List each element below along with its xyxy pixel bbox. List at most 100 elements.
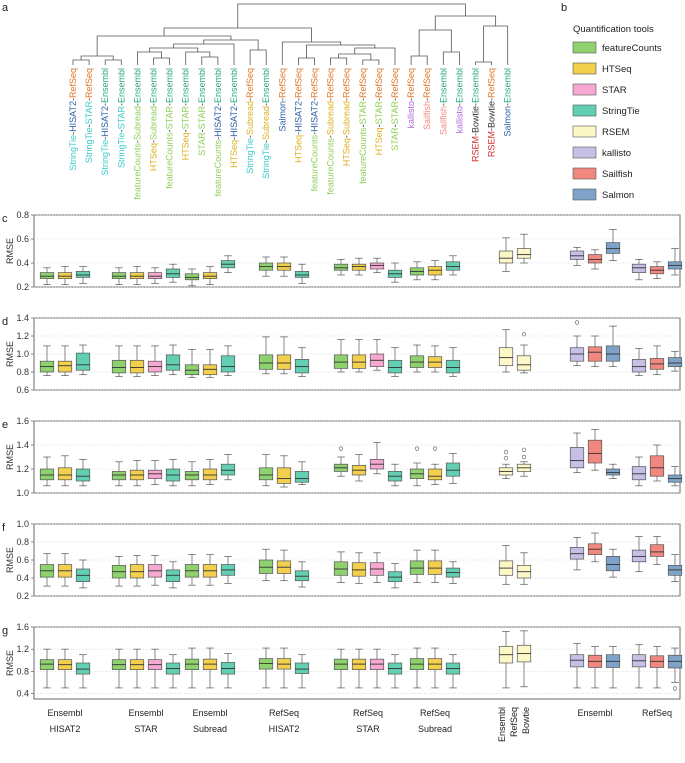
leaf-label-part: Salmon bbox=[503, 106, 513, 137]
dendrogram bbox=[72, 3, 509, 65]
x-group-label-vertical: Ensembl bbox=[497, 707, 507, 742]
box-htseq bbox=[276, 467, 292, 484]
box-stringtie bbox=[75, 352, 91, 371]
leaf-label-part: - bbox=[326, 98, 336, 101]
leaf-label-part: Ensembl bbox=[116, 68, 126, 103]
box-htseq bbox=[427, 468, 443, 481]
dendrogram-leaf-label: HTSeq-Subread-Ensembl bbox=[149, 68, 159, 171]
box-stringtie bbox=[75, 662, 91, 675]
leaf-label-part: - bbox=[149, 140, 159, 143]
leaf-label-part: STAR bbox=[84, 101, 94, 125]
dendrogram-branch bbox=[298, 57, 315, 65]
dendrogram-leaf-label: HTSeq-STAR-RefSeq bbox=[374, 68, 384, 155]
dendrogram-branch bbox=[185, 51, 211, 65]
box-outlier bbox=[521, 332, 527, 337]
y-tick-label: 0.4 bbox=[16, 258, 29, 268]
y-tick-label: 1.6 bbox=[16, 622, 29, 632]
leaf-label-part: - bbox=[471, 103, 481, 106]
leaf-label-part: Ensembl bbox=[132, 68, 142, 103]
box-sailfish bbox=[587, 254, 603, 264]
dendrogram-branch bbox=[354, 47, 396, 65]
dendrogram-leaf-label: featureCounts-Subread-Ensembl bbox=[132, 68, 142, 200]
leaf-label-part: - bbox=[503, 103, 513, 106]
leaf-label-part: - bbox=[261, 103, 271, 106]
y-tick-label: 1.0 bbox=[16, 519, 29, 529]
box-stringtie bbox=[75, 468, 91, 482]
y-tick-label: 1.6 bbox=[16, 416, 29, 426]
legend-title: Quantification tools bbox=[573, 24, 654, 35]
box-stringtie bbox=[294, 271, 310, 278]
leaf-label-part: - bbox=[245, 135, 255, 138]
dendrogram-leaf-label: featureCounts-Subread-RefSeq bbox=[326, 68, 336, 195]
x-group-label: Ensembl bbox=[128, 708, 163, 718]
box-outlier bbox=[521, 447, 527, 452]
leaf-label-part: - bbox=[84, 98, 94, 101]
leaf-label-part: Ensembl bbox=[438, 68, 448, 103]
box-outlier bbox=[432, 446, 438, 451]
panel-letter-b: b bbox=[561, 2, 567, 14]
dendrogram-leaf-label: Salmon-RefSeq bbox=[277, 68, 287, 132]
box-stringtie bbox=[445, 462, 461, 477]
dendrogram-leaf-label: RSEM-Bowtie-Ensembl bbox=[471, 68, 481, 162]
dendrogram-leaf-label: StringTie-Subread-RefSeq bbox=[245, 68, 255, 174]
leaf-label-part: - bbox=[229, 137, 239, 140]
x-group-labels: Ensembl HISAT2 Ensembl STAR Ensembl Subread Re… bbox=[47, 707, 672, 742]
leaf-label-part: Ensembl bbox=[165, 68, 175, 103]
box-featurecounts bbox=[39, 272, 55, 279]
leaf-label-part: HISAT2 bbox=[310, 101, 320, 132]
legend-swatch bbox=[572, 146, 597, 159]
box-outlier bbox=[521, 454, 527, 460]
box-htseq bbox=[57, 360, 73, 373]
box-featurecounts bbox=[333, 263, 349, 271]
dendrogram-leaf-label: StringTie-Subread-Ensembl bbox=[261, 68, 271, 179]
leaf-label-part: Subread bbox=[245, 101, 255, 135]
box-kallisto bbox=[631, 359, 647, 373]
dendrogram-leaf-label: Sailfish-Ensembl bbox=[438, 68, 448, 135]
x-group-label: RefSeq bbox=[269, 708, 299, 718]
leaf-label-part: - bbox=[181, 103, 191, 106]
box-stringtie bbox=[445, 359, 461, 374]
box-stringtie bbox=[165, 354, 181, 371]
box-htseq bbox=[129, 272, 145, 279]
leaf-label-part: - bbox=[487, 128, 497, 131]
y-tick-label: 0.6 bbox=[16, 234, 29, 244]
leaf-label-part: RefSeq bbox=[310, 68, 320, 98]
leaf-label-part: HISAT2 bbox=[68, 101, 78, 132]
box-outlier bbox=[503, 456, 509, 461]
dendrogram-leaf-label: featureCounts-STAR-Ensembl bbox=[165, 68, 175, 189]
leaf-label-part: STAR bbox=[197, 106, 207, 130]
dendrogram-leaf-label: StringTie-STAR-RefSeq bbox=[84, 68, 94, 163]
leaf-label-part: - bbox=[358, 124, 368, 127]
box-htseq bbox=[57, 467, 73, 481]
leaf-label-part: Bowtie bbox=[487, 101, 497, 128]
legend-item-label: Salmon bbox=[602, 190, 634, 201]
leaf-label-part: - bbox=[342, 135, 352, 138]
leaf-label-part: STAR bbox=[374, 101, 384, 125]
leaf-label-part: STAR bbox=[116, 106, 126, 130]
dendrogram-branch bbox=[306, 44, 376, 58]
box-featurecounts bbox=[184, 471, 200, 481]
leaf-label-part: RefSeq bbox=[326, 68, 336, 98]
box-featurecounts bbox=[184, 273, 200, 281]
box-kallisto bbox=[569, 250, 585, 260]
leaf-label-part: - bbox=[390, 98, 400, 101]
dendrogram-branch bbox=[72, 59, 90, 65]
dendrogram-leaf-label: StringTie-STAR-Ensembl bbox=[116, 68, 126, 168]
box-rsem bbox=[516, 248, 532, 259]
box-sailfish bbox=[649, 455, 665, 477]
leaf-label-part: Ensembl bbox=[471, 68, 481, 103]
leaf-label-part: STAR bbox=[390, 127, 400, 151]
y-tick-label: 0.2 bbox=[16, 282, 29, 292]
leaf-label-part: Subread bbox=[149, 106, 159, 140]
leaf-label-part: Sailfish bbox=[438, 106, 448, 135]
y-tick-label: 1.2 bbox=[16, 464, 29, 474]
box-outlier bbox=[414, 446, 420, 451]
leaf-label-part: Salmon bbox=[277, 101, 287, 132]
legend-item-label: Sailfish bbox=[602, 169, 633, 180]
x-group-label-vertical: Bowtie bbox=[521, 707, 531, 734]
leaf-label-part: Subread bbox=[261, 106, 271, 140]
x-group-label: RefSeq bbox=[420, 708, 450, 718]
box-plot-panels: 0.20.40.60.8RMSE0.60.81.01.21.4RMSE1.01.… bbox=[5, 210, 683, 700]
leaf-label-part: - bbox=[310, 98, 320, 101]
leaf-label-part: RefSeq bbox=[245, 68, 255, 98]
